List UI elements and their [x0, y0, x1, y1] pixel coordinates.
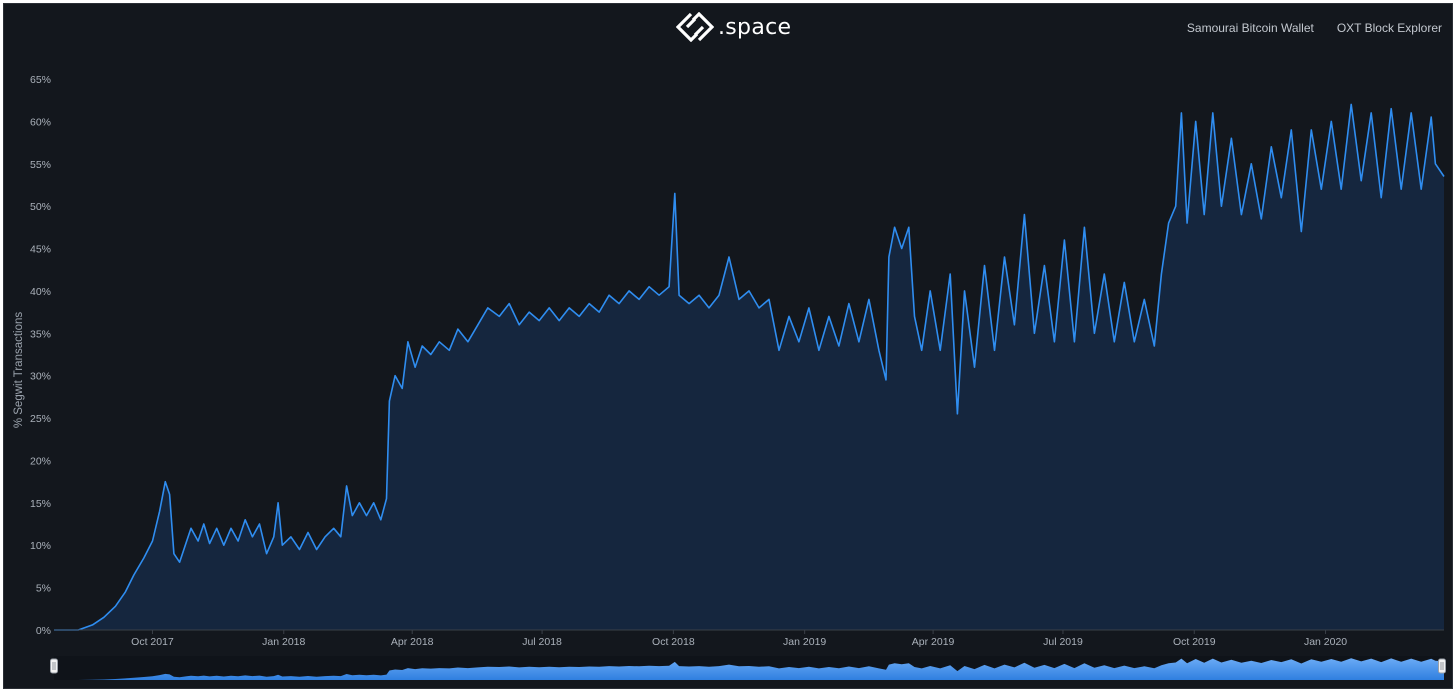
nav-link-oxt-explorer[interactable]: OXT Block Explorer	[1336, 21, 1442, 35]
y-tick-label: 55%	[30, 159, 51, 171]
y-tick-label: 10%	[30, 540, 51, 552]
segwit-series-line[interactable]	[54, 103, 1445, 631]
y-tick-label: 20%	[30, 455, 51, 467]
nav-link-samourai-wallet[interactable]: Samourai Bitcoin Wallet	[1186, 21, 1314, 35]
logo-text: .space	[718, 14, 792, 40]
x-tick-label: Oct 2017	[131, 636, 174, 648]
x-tick-label: Apr 2018	[391, 636, 434, 648]
x-tick-label: Jul 2018	[522, 636, 562, 648]
y-tick-label: 65%	[30, 74, 51, 86]
slider-handle-icon[interactable]	[1438, 658, 1446, 674]
navigator-handle-right[interactable]	[1438, 658, 1446, 674]
app-frame: .space Samourai Bitcoin Wallet OXT Block…	[3, 3, 1453, 689]
top-nav: Samourai Bitcoin Wallet OXT Block Explor…	[1187, 21, 1442, 35]
y-tick-label: 15%	[30, 498, 51, 510]
y-tick-label: 35%	[30, 328, 51, 340]
y-tick-label: 60%	[30, 116, 51, 128]
x-tick-label: Jan 2019	[783, 636, 826, 648]
y-tick-label: 30%	[30, 371, 51, 383]
y-axis-title: % Segwit Transactions	[13, 312, 25, 429]
y-tick-label: 40%	[30, 286, 51, 298]
y-tick-label: 45%	[30, 244, 51, 256]
navigator-handle-left[interactable]	[50, 658, 58, 674]
logo-link[interactable]: .space	[676, 12, 791, 42]
segwit-area	[54, 104, 1444, 630]
x-tick-label: Jan 2018	[262, 636, 305, 648]
samourai-logo-icon	[676, 12, 714, 42]
x-axis: Oct 2017 Jan 2018 Apr 2018 Jul 2018 Oct 2018…	[131, 630, 1347, 648]
x-tick-label: Oct 2019	[1173, 636, 1216, 648]
x-tick-label: Apr 2019	[912, 636, 955, 648]
segwit-chart[interactable]: 0% 5% 10% 15% 20% 25% 30% 35% 40% 45% 50% 55% 60% 65%…	[4, 4, 1452, 688]
y-tick-label: 50%	[30, 201, 51, 213]
y-axis: 0% 5% 10% 15% 20% 25% 30% 35% 40% 45% 50% 55% 60% 65%	[30, 74, 51, 637]
slider-handle-icon[interactable]	[50, 658, 58, 674]
x-tick-label: Oct 2018	[652, 636, 695, 648]
y-tick-label: 5%	[36, 583, 51, 595]
y-tick-label: 25%	[30, 413, 51, 425]
y-tick-label: 0%	[36, 625, 51, 637]
header: .space Samourai Bitcoin Wallet OXT Block…	[4, 4, 1452, 52]
x-tick-label: Jan 2020	[1304, 636, 1347, 648]
range-navigator[interactable]	[50, 656, 1446, 680]
x-tick-label: Jul 2019	[1043, 636, 1083, 648]
navigator-area	[54, 658, 1444, 680]
